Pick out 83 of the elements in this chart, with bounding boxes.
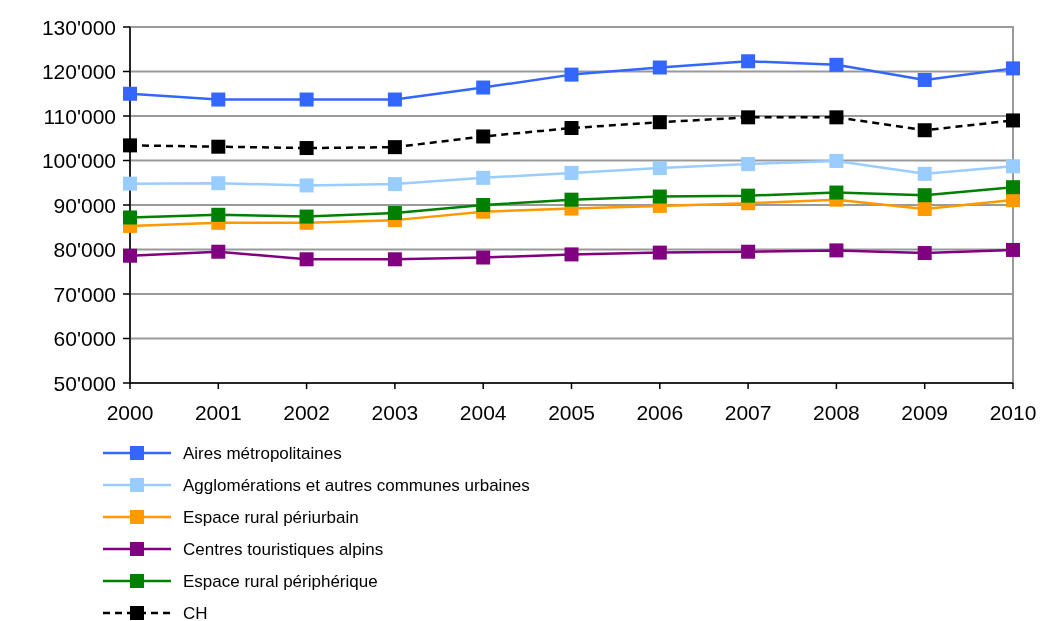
x-tick-label: 2007 [724, 400, 772, 424]
point [387, 177, 402, 192]
legend-label: CH [183, 603, 208, 621]
point [829, 110, 844, 125]
y-tick-label: 90'000 [53, 193, 116, 217]
x-tick-label: 2002 [283, 400, 330, 424]
legend-label: Aires métropolitaines [183, 443, 342, 463]
y-tick-label: 50'000 [53, 371, 116, 395]
point [829, 243, 844, 258]
point [1006, 159, 1020, 174]
point [917, 72, 932, 87]
point [211, 92, 226, 107]
y-tick-label: 60'000 [53, 327, 116, 350]
legend-label: Centres touristiques alpins [183, 539, 384, 559]
point [652, 60, 667, 75]
point [476, 80, 491, 95]
point [299, 92, 314, 107]
x-tick-label: 2006 [636, 400, 684, 424]
point [211, 176, 226, 191]
point [741, 188, 756, 203]
x-tick-label: 2001 [194, 400, 242, 424]
point [299, 209, 314, 224]
point [1006, 113, 1020, 128]
legend-label: Agglomérations et autres communes urbaines [183, 475, 530, 495]
point [652, 189, 667, 204]
point [917, 202, 932, 217]
point [652, 245, 667, 260]
point [564, 121, 579, 136]
point [917, 188, 932, 203]
point [1006, 180, 1020, 195]
point [123, 86, 137, 101]
point [299, 252, 314, 267]
point [564, 165, 579, 180]
point [387, 206, 402, 221]
point [917, 246, 932, 261]
point [211, 139, 226, 154]
point [299, 141, 314, 156]
point [829, 57, 844, 72]
point [917, 123, 932, 138]
point [829, 153, 844, 168]
point [211, 244, 226, 259]
point [652, 115, 667, 130]
point [564, 67, 579, 82]
y-tick-label: 130'000 [41, 15, 116, 39]
x-tick-label: 2010 [989, 400, 1037, 424]
x-tick-label: 2003 [371, 400, 419, 424]
point [387, 252, 402, 267]
point [299, 178, 314, 193]
point [917, 166, 932, 181]
point [123, 210, 137, 225]
point [123, 138, 137, 153]
y-tick-label: 80'000 [53, 238, 116, 261]
y-tick-label: 110'000 [43, 104, 116, 128]
point [741, 244, 756, 259]
point [1006, 61, 1020, 76]
point [476, 250, 491, 265]
point [476, 170, 491, 185]
point [211, 207, 226, 222]
point [387, 140, 402, 155]
x-tick-label: 2008 [813, 400, 860, 424]
point [123, 248, 137, 263]
x-tick-label: 2000 [106, 400, 154, 424]
y-tick-label: 100'000 [41, 149, 116, 172]
point [741, 54, 756, 69]
point [829, 185, 844, 200]
point [476, 198, 491, 212]
point [1006, 242, 1020, 257]
point [123, 176, 137, 191]
point [652, 161, 667, 176]
y-tick-label: 70'000 [53, 282, 116, 306]
point [564, 247, 579, 262]
point [387, 92, 402, 107]
x-tick-label: 2004 [459, 400, 507, 424]
legend-label: Espace rural périphérique [183, 571, 378, 591]
point [741, 157, 756, 172]
x-tick-label: 2005 [548, 400, 595, 424]
legend-label: Espace rural périurbain [183, 507, 359, 527]
point [564, 192, 579, 207]
point [476, 129, 491, 144]
point [741, 110, 756, 125]
y-tick-label: 120'000 [41, 60, 116, 83]
point [1006, 193, 1020, 208]
x-tick-label: 2009 [901, 400, 949, 424]
